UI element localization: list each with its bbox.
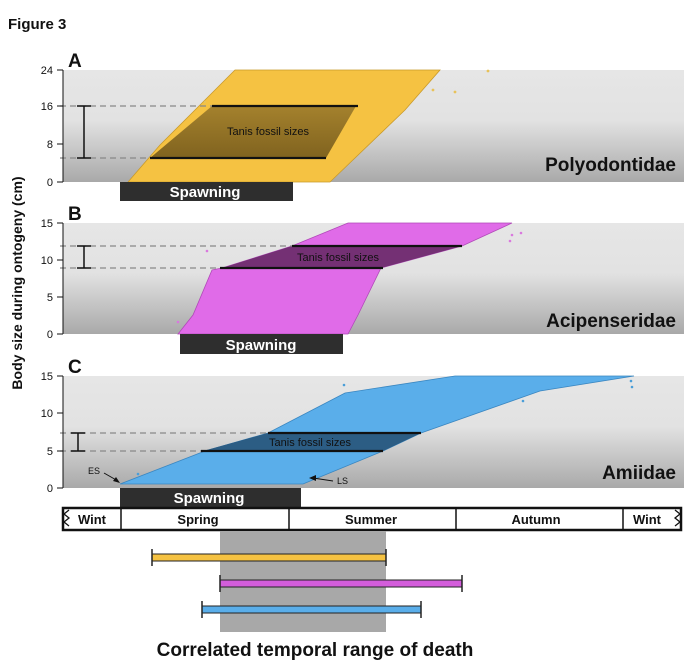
range-bracket-c <box>71 432 85 452</box>
fossil-band-c <box>203 433 421 451</box>
panel-b-letter: B <box>68 204 82 225</box>
data-point <box>136 472 140 476</box>
data-point <box>205 249 209 253</box>
death-range-bar-fill <box>201 605 422 614</box>
y-ticks-c: 15 10 5 0 <box>41 371 63 495</box>
figure-label: Figure 3 <box>8 16 66 33</box>
panel-a-letter: A <box>68 51 82 72</box>
death-range-bar-fill <box>151 553 387 562</box>
spawning-label-b: Spawning <box>226 337 297 354</box>
annotation-ls-arrow <box>312 477 334 482</box>
spawning-label-a: Spawning <box>170 184 241 201</box>
season-label-winter-end: Wint <box>633 512 662 527</box>
death-range-bar-acipenseridae <box>219 575 463 592</box>
tick-label: 16 <box>41 101 53 113</box>
tick-label: 0 <box>47 329 53 341</box>
death-range-bar-amiidae <box>201 601 422 618</box>
data-point <box>342 383 346 387</box>
bottom-caption: Correlated temporal range of death <box>157 640 474 661</box>
tick-label: 0 <box>47 483 53 495</box>
spawning-bar-b <box>180 334 343 354</box>
tick-label: 5 <box>47 292 53 304</box>
data-point <box>453 90 457 94</box>
season-label-autumn: Autumn <box>511 512 560 527</box>
panel-b: B Tanis fossil sizes 15 10 5 0 Acipenser… <box>41 204 684 354</box>
data-point <box>510 233 514 237</box>
family-label-c: Amiidae <box>602 463 676 484</box>
y-ticks-b: 15 10 5 0 <box>41 218 63 341</box>
range-bracket-a <box>77 105 91 159</box>
season-label-winter: Wint <box>78 512 107 527</box>
data-point <box>521 399 525 403</box>
annotation-ls-arrowhead <box>309 475 316 481</box>
panel-c: C Tanis fossil sizes ES LS 15 10 5 0 <box>41 357 684 507</box>
data-point <box>176 320 180 324</box>
season-bar: Wint Spring Summer Autumn Wint <box>61 506 683 532</box>
tick-label: 5 <box>47 446 53 458</box>
annotation-es-arrowhead <box>113 477 120 483</box>
data-point <box>519 231 523 235</box>
spawning-label-c: Spawning <box>174 490 245 507</box>
tick-label: 24 <box>41 65 53 77</box>
data-point <box>508 239 512 243</box>
death-range-bar-polyodontidae <box>151 549 387 566</box>
data-point <box>203 100 207 104</box>
range-bracket-b <box>77 245 91 269</box>
tick-label: 15 <box>41 371 53 383</box>
family-label-b: Acipenseridae <box>546 311 676 332</box>
data-point <box>629 379 633 383</box>
tanis-label-a: Tanis fossil sizes <box>227 126 309 138</box>
fossil-band-a <box>150 106 356 158</box>
tick-label: 10 <box>41 255 53 267</box>
data-point <box>431 88 435 92</box>
tanis-label-c: Tanis fossil sizes <box>269 437 351 449</box>
annotation-es: ES <box>88 466 100 476</box>
y-axis-label: Body size during ontogeny (cm) <box>9 176 25 389</box>
break-mark-right <box>673 509 682 527</box>
tanis-label-b: Tanis fossil sizes <box>297 252 379 264</box>
y-ticks-a: 24 16 8 0 <box>41 65 63 189</box>
annotation-ls: LS <box>337 476 348 486</box>
data-point <box>630 385 634 389</box>
death-range: Correlated temporal range of death <box>151 531 474 661</box>
fossil-band-b <box>222 246 462 268</box>
tick-label: 0 <box>47 177 53 189</box>
tick-label: 15 <box>41 218 53 230</box>
season-label-spring: Spring <box>177 512 218 527</box>
panel-a: A Tanis fossil sizes 24 16 8 0 Polyodont… <box>41 51 684 201</box>
spawning-bar-a <box>120 182 293 201</box>
spawning-bar-c <box>120 488 301 507</box>
data-point <box>486 69 490 73</box>
season-label-summer: Summer <box>345 512 397 527</box>
death-range-bar-fill <box>219 579 463 588</box>
panel-c-letter: C <box>68 357 82 378</box>
tick-label: 10 <box>41 408 53 420</box>
tick-label: 8 <box>47 139 53 151</box>
season-bar-frame <box>61 506 683 532</box>
break-mark-left <box>62 509 71 527</box>
family-label-a: Polyodontidae <box>545 155 676 176</box>
